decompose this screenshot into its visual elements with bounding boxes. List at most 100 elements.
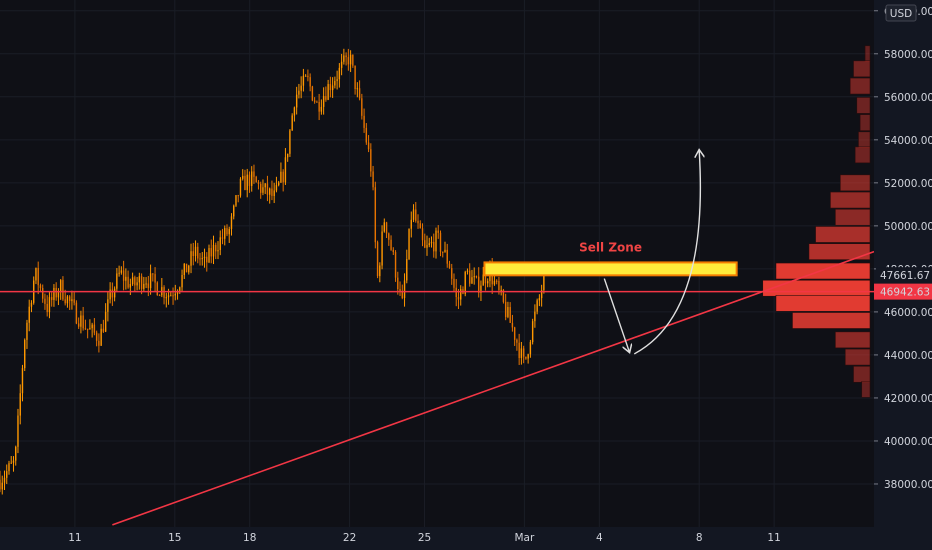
- candle-body: [242, 175, 244, 179]
- candle-body: [3, 477, 6, 483]
- time-tick-label: 25: [418, 532, 431, 544]
- volume-profile-bar: [830, 191, 871, 209]
- candle-body: [309, 77, 311, 87]
- volume-profile-bar: [762, 279, 871, 297]
- candle-body: [98, 340, 100, 346]
- candle-body: [381, 231, 383, 266]
- grid-layer: [0, 0, 874, 527]
- candle-body: [93, 324, 96, 333]
- candle-body: [149, 273, 152, 289]
- candle-body: [513, 327, 516, 340]
- candle-body: [543, 270, 545, 291]
- candle-body: [316, 101, 318, 103]
- level-price-badge-bg: [874, 283, 932, 300]
- candle-body: [42, 288, 44, 299]
- candle-body: [322, 96, 325, 107]
- currency-badge[interactable]: USD: [890, 8, 912, 20]
- candle-body: [17, 415, 19, 447]
- price-tick-label: 54000.00: [884, 135, 932, 147]
- candle-body: [226, 228, 228, 235]
- currency-badge-bg[interactable]: [885, 4, 917, 22]
- candle-body: [417, 220, 419, 224]
- candle-body: [147, 283, 150, 289]
- candle-body: [127, 276, 129, 288]
- candle-body: [163, 287, 165, 298]
- candle-body: [329, 84, 332, 91]
- time-tick-label: 15: [168, 532, 181, 544]
- candle-body: [358, 88, 361, 99]
- candle-body: [8, 463, 10, 472]
- candle-body: [190, 251, 192, 266]
- candle-body: [64, 299, 66, 304]
- candle-body: [392, 249, 394, 253]
- volume-profile-bar: [815, 226, 871, 243]
- candle-body: [172, 295, 174, 297]
- candle-body: [406, 259, 408, 281]
- candle-body: [451, 268, 453, 279]
- candle-body: [201, 258, 203, 260]
- candle-body: [284, 157, 287, 183]
- candle-body: [304, 75, 307, 77]
- candle-body: [120, 270, 123, 273]
- time-tick-label: 11: [767, 532, 780, 544]
- candle-body: [442, 251, 444, 253]
- candle-body: [91, 324, 93, 329]
- candle-body: [367, 142, 370, 150]
- candle-body: [170, 295, 172, 297]
- candle-body: [57, 291, 60, 298]
- candle-body: [457, 297, 460, 300]
- candle-body: [466, 270, 469, 272]
- candle-body: [264, 183, 266, 188]
- candle-body: [235, 195, 237, 206]
- projection-arrow-up: [633, 151, 700, 355]
- candle-body: [352, 54, 354, 66]
- candle-body: [482, 274, 484, 286]
- candle-body: [44, 298, 46, 304]
- candle-body: [102, 328, 105, 332]
- candle-body: [439, 232, 442, 252]
- candle-body: [95, 332, 98, 341]
- candle-body: [338, 67, 341, 80]
- price-tick-label: 38000.00: [884, 479, 932, 491]
- last-price-label: 47661.67: [880, 270, 930, 282]
- candle-body: [401, 291, 403, 299]
- candle-body: [35, 268, 37, 281]
- candle-body: [408, 228, 410, 260]
- candle-body: [156, 282, 159, 296]
- volume-profile-bar: [864, 45, 871, 63]
- candle-body: [122, 270, 125, 281]
- candle-body: [217, 249, 219, 252]
- candle-body: [6, 471, 8, 478]
- candle-body: [268, 188, 271, 195]
- sell-zone-label: Sell Zone: [579, 240, 642, 254]
- candle-body: [527, 354, 529, 359]
- candle-body: [230, 216, 233, 229]
- candle-body: [154, 274, 156, 283]
- candle-body: [504, 301, 507, 317]
- candle-body: [383, 222, 386, 232]
- candle-body: [89, 328, 91, 330]
- candle-body: [478, 276, 480, 293]
- price-badges: USD 47661.6734:2446942.63: [874, 4, 932, 300]
- volume-profile-bar: [853, 60, 871, 78]
- candle-body: [444, 249, 446, 252]
- candle-body: [538, 298, 541, 301]
- candle-body: [356, 88, 359, 90]
- volume-profile-bar: [853, 365, 871, 383]
- candle-body: [197, 246, 199, 259]
- candle-body: [518, 342, 520, 359]
- candle-body: [80, 315, 82, 327]
- sell-zone-box[interactable]: [483, 261, 738, 277]
- candle-body: [529, 342, 532, 355]
- candle-body: [21, 368, 24, 394]
- candle-body: [215, 244, 217, 252]
- candle-body: [100, 328, 102, 346]
- candle-body: [453, 278, 455, 288]
- candle-body: [104, 311, 107, 332]
- candle-body: [446, 249, 448, 264]
- price-tick-label: 52000.00: [884, 178, 932, 190]
- candle-body: [291, 115, 293, 131]
- price-tick-label: 58000.00: [884, 49, 932, 61]
